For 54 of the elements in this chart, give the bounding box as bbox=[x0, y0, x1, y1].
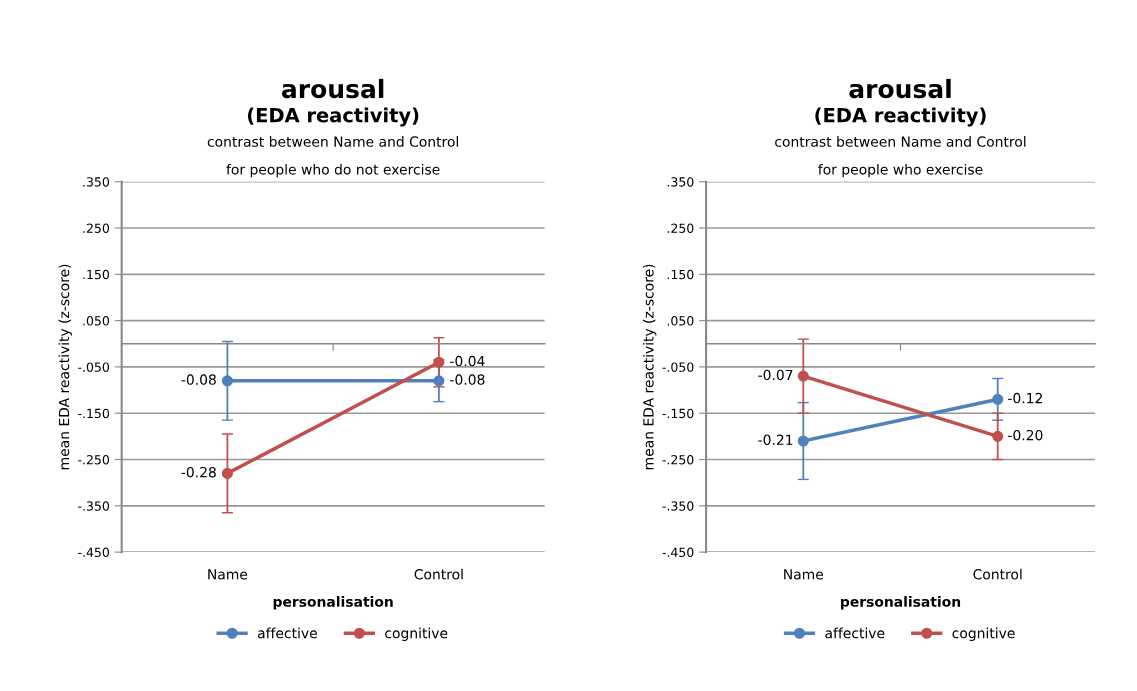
x-axis-title: personalisation bbox=[273, 596, 393, 610]
x-tick-label: Name bbox=[208, 569, 248, 580]
data-label: -0.28 bbox=[181, 466, 216, 478]
chart-title: arousal bbox=[281, 78, 384, 99]
data-label: -0.08 bbox=[181, 374, 216, 385]
y-tick-label: -.150 bbox=[78, 408, 110, 419]
chart-subtitle: (EDA reactivity) bbox=[815, 107, 986, 127]
y-axis-title: mean EDA reactivity (z-score) bbox=[642, 264, 657, 470]
point bbox=[221, 375, 233, 387]
x-tick-label: Name bbox=[784, 569, 824, 580]
point bbox=[797, 435, 809, 447]
y-tick-label: -.350 bbox=[662, 501, 694, 511]
chart-subtitle: (EDA reactivity) bbox=[247, 107, 419, 127]
text: for people who do not exercise bbox=[226, 163, 440, 178]
data-label: -0.08 bbox=[450, 374, 485, 385]
data-label: -0.12 bbox=[1008, 392, 1042, 404]
y-tick-label: .250 bbox=[83, 223, 110, 233]
chart-title: arousal bbox=[849, 78, 951, 99]
y-tick-label: -.350 bbox=[78, 501, 110, 511]
point bbox=[992, 430, 1004, 442]
y-tick-label: .350 bbox=[667, 177, 694, 187]
y-tick-label: .050 bbox=[667, 316, 694, 326]
y-tick-label: -.250 bbox=[78, 454, 110, 465]
y-tick-label: -.450 bbox=[662, 547, 694, 558]
y-tick-label: .250 bbox=[667, 223, 694, 233]
y-tick-label: -.450 bbox=[78, 547, 110, 558]
point bbox=[433, 356, 445, 368]
y-tick-label: .150 bbox=[83, 269, 110, 280]
point bbox=[797, 370, 809, 382]
y-tick-label: -.050 bbox=[78, 362, 110, 372]
y-tick-label: -.050 bbox=[662, 362, 694, 372]
y-tick-label: .050 bbox=[83, 316, 110, 326]
data-label: -0.21 bbox=[758, 434, 793, 446]
y-tick-label: -.250 bbox=[662, 454, 694, 465]
point bbox=[221, 467, 233, 479]
x-tick-label: Control bbox=[414, 568, 463, 580]
y-axis-title: mean EDA reactivity (z-score) bbox=[58, 264, 72, 470]
point bbox=[433, 375, 445, 387]
data-label: -0.07 bbox=[758, 369, 793, 381]
data-label: -0.20 bbox=[1008, 429, 1043, 441]
text: contrast between Name and Control bbox=[775, 136, 1026, 147]
x-tick-label: Control bbox=[973, 568, 1022, 580]
text: for people who exercise bbox=[818, 163, 983, 178]
legend-label: cognitive bbox=[385, 627, 448, 642]
point bbox=[992, 393, 1004, 405]
legend-label: affective bbox=[257, 627, 317, 639]
y-tick-label: .150 bbox=[667, 269, 694, 280]
data-label: -0.04 bbox=[450, 355, 485, 367]
y-tick-label: -.150 bbox=[662, 408, 694, 419]
x-axis-title: personalisation bbox=[841, 596, 961, 610]
text: contrast between Name and Control bbox=[207, 136, 458, 147]
y-tick-label: .350 bbox=[83, 177, 110, 187]
legend-label: affective bbox=[825, 627, 885, 639]
legend-label: cognitive bbox=[952, 627, 1015, 642]
